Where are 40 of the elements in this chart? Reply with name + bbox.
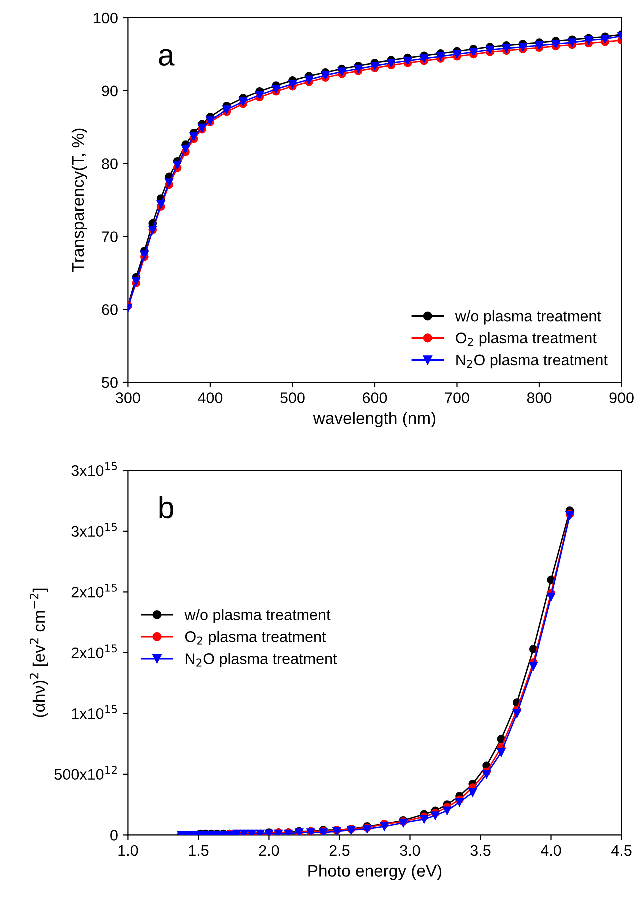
y-tick-label: 50 bbox=[102, 377, 118, 388]
annotation: b bbox=[160, 496, 174, 519]
x-axis-title: wavelength (nm) bbox=[313, 412, 436, 428]
x-tick-label: 700 bbox=[445, 392, 470, 404]
y-tick-label: 70 bbox=[102, 232, 118, 242]
y-axis-title: (αhν)$^{2}$ [ev$^{2}$ cm$^{−2}$] bbox=[30, 588, 48, 718]
x-tick-label: 2.0 bbox=[259, 845, 280, 856]
x-tick-label: 300 bbox=[116, 392, 140, 404]
legend-label: N$_{2}$O plasma treatment bbox=[456, 354, 608, 369]
y-tick-label: 0 bbox=[110, 830, 118, 841]
x-tick-label: 2.5 bbox=[330, 845, 350, 856]
legend-label: O$_{2}$ plasma treatment bbox=[185, 631, 326, 646]
y-tick-label: 100 bbox=[94, 12, 118, 24]
y-tick-label: 80 bbox=[102, 158, 118, 170]
x-tick-label: 400 bbox=[198, 392, 223, 404]
x-tick-label: 500 bbox=[280, 392, 305, 404]
x-tick-label: 4.5 bbox=[612, 845, 632, 856]
y-tick-label: 60 bbox=[102, 304, 118, 316]
y-tick-label: 500x10$^{12}$ bbox=[54, 766, 117, 780]
x-tick-label: 1.0 bbox=[118, 845, 138, 856]
y-tick-label: 2x10$^{15}$ bbox=[72, 584, 118, 598]
x-tick-label: 3.5 bbox=[470, 845, 491, 856]
legend-label: N$_{2}$O plasma treatment bbox=[186, 653, 338, 668]
legend-label: O$_{2}$ plasma treatment bbox=[456, 332, 597, 347]
y-axis-title: Transparency(T, %) bbox=[72, 128, 88, 272]
y-tick-label: 3x10$^{15}$ bbox=[72, 462, 118, 476]
y-tick-label: 90 bbox=[102, 86, 118, 97]
y-tick-label: 3x10$^{15}$ bbox=[72, 523, 118, 538]
x-tick-label: 4.0 bbox=[540, 845, 562, 856]
x-tick-label: 600 bbox=[363, 392, 388, 404]
x-tick-label: 800 bbox=[527, 392, 552, 404]
y-tick-label: 2x10$^{15}$ bbox=[72, 644, 118, 659]
y-tick-label: 1x10$^{15}$ bbox=[72, 705, 118, 720]
x-tick-label: 3.0 bbox=[400, 845, 420, 856]
legend-label: w/o plasma treatment bbox=[184, 609, 331, 624]
x-axis-title: Photo energy (eV) bbox=[308, 864, 442, 880]
annotation: a bbox=[159, 49, 175, 66]
x-tick-label: 1.5 bbox=[189, 845, 209, 856]
legend-label: w/o plasma treatment bbox=[455, 310, 602, 325]
x-tick-label: 900 bbox=[610, 392, 634, 404]
